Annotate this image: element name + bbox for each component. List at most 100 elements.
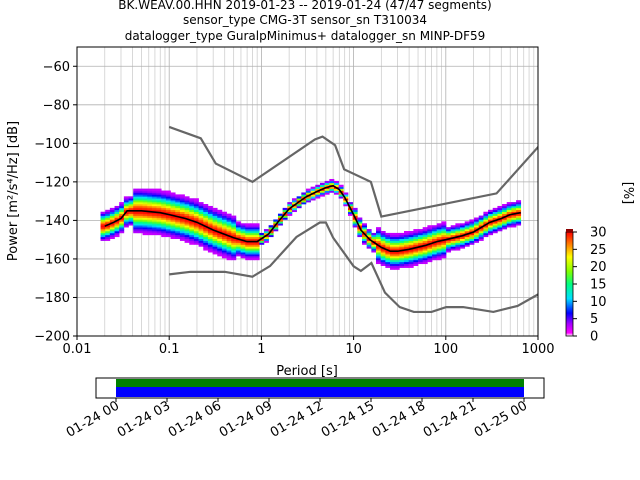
heatmap-cell <box>324 180 330 184</box>
heatmap-cell <box>422 254 428 257</box>
heatmap-cell <box>249 256 255 259</box>
heatmap-cell <box>217 219 223 222</box>
heatmap-cell <box>193 204 199 207</box>
heatmap-cell <box>446 229 452 232</box>
heatmap-cell <box>142 223 148 226</box>
heatmap-cell <box>511 213 517 216</box>
heatmap-cell <box>179 204 185 207</box>
heatmap-cell <box>170 207 176 211</box>
heatmap-cell <box>376 259 381 263</box>
heatmap-cell <box>212 209 218 213</box>
heatmap-cell <box>418 231 423 234</box>
heatmap-cell <box>170 219 176 222</box>
heatmap-cell <box>170 236 176 240</box>
heatmap-cell <box>193 198 199 201</box>
heatmap-cell <box>460 242 466 245</box>
heatmap-cell <box>137 223 143 226</box>
heatmap-cell <box>502 204 508 207</box>
heatmap-cell <box>133 207 139 211</box>
heatmap-cell <box>189 213 195 216</box>
heatmap-cell <box>217 225 223 228</box>
heatmap-cell <box>184 219 190 222</box>
heatmap-cell <box>455 244 461 247</box>
heatmap-cell <box>193 223 199 226</box>
heatmap-cell <box>427 254 433 257</box>
heatmap-cell <box>128 219 134 222</box>
heatmap-cell <box>450 242 456 245</box>
heatmap-cell <box>352 221 358 224</box>
heatmap-cell <box>142 225 148 228</box>
heatmap-cell <box>198 209 204 213</box>
heatmap-cell <box>488 231 494 234</box>
heatmap-cell <box>390 242 395 245</box>
heatmap-cell <box>249 236 255 240</box>
heatmap-cell <box>474 236 480 240</box>
heatmap-cell <box>366 244 372 247</box>
heatmap-cell <box>249 232 255 236</box>
heatmap-cell <box>385 232 391 236</box>
heatmap-cell <box>502 221 508 224</box>
heatmap-cell <box>492 223 498 226</box>
heatmap-cell <box>189 225 195 228</box>
heatmap-cell <box>343 196 349 199</box>
heatmap-cell <box>119 225 125 228</box>
heatmap-cell <box>390 265 395 268</box>
heatmap-cell <box>474 227 480 230</box>
heatmap-cell <box>390 261 395 265</box>
heatmap-cell <box>226 223 232 226</box>
heatmap-cell <box>390 267 395 270</box>
heatmap-cell <box>147 211 153 214</box>
heatmap-cell <box>362 225 367 228</box>
heatmap-cell <box>511 217 517 220</box>
heatmap-cell <box>338 196 344 199</box>
heatmap-cell <box>413 236 419 240</box>
heatmap-cell <box>105 209 111 213</box>
heatmap-cell <box>516 207 522 211</box>
heatmap-cell <box>418 236 423 240</box>
heatmap-cell <box>217 240 223 243</box>
heatmap-cell <box>488 225 494 228</box>
heatmap-cell <box>119 221 125 224</box>
heatmap-cell <box>390 256 395 259</box>
heatmap-cell <box>147 200 153 203</box>
heatmap-cell <box>217 223 223 226</box>
heatmap-cell <box>123 207 129 211</box>
heatmap-cell <box>436 252 442 255</box>
heatmap-cell <box>418 242 423 245</box>
heatmap-cell <box>100 234 106 238</box>
heatmap-cell <box>380 248 386 251</box>
heatmap-cell <box>175 202 181 205</box>
heatmap-cell <box>469 234 475 238</box>
heatmap-cell <box>249 234 255 238</box>
heatmap-cell <box>151 202 157 205</box>
heatmap-cell <box>170 225 176 228</box>
heatmap-cell <box>362 236 367 240</box>
heatmap-cell <box>436 236 442 240</box>
heatmap-cell <box>170 234 176 238</box>
heatmap-cell <box>109 207 115 211</box>
heatmap-cell <box>404 244 409 247</box>
heatmap-cell <box>245 227 251 230</box>
heatmap-cell <box>464 227 470 230</box>
heatmap-cell <box>245 242 251 245</box>
heatmap-cell <box>450 229 456 232</box>
heatmap-cell <box>277 221 283 224</box>
heatmap-cell <box>408 246 414 249</box>
heatmap-cell <box>240 232 246 236</box>
heatmap-cell <box>161 200 167 203</box>
heatmap-cell <box>221 213 227 216</box>
heatmap-cell <box>165 204 171 207</box>
heatmap-cell <box>128 202 134 205</box>
heatmap-cell <box>357 221 363 224</box>
heatmap-cell <box>390 248 395 251</box>
heatmap-cell <box>184 221 190 224</box>
x-tick-label: 1 <box>257 342 265 357</box>
heatmap-cell <box>483 232 489 236</box>
heatmap-cell <box>516 209 522 213</box>
heatmap-cell <box>394 263 400 266</box>
heatmap-cell <box>179 209 185 213</box>
heatmap-cell <box>366 232 372 236</box>
heatmap-cell <box>114 234 120 238</box>
heatmap-cell <box>427 248 433 251</box>
timeline-bar-top <box>116 379 524 387</box>
